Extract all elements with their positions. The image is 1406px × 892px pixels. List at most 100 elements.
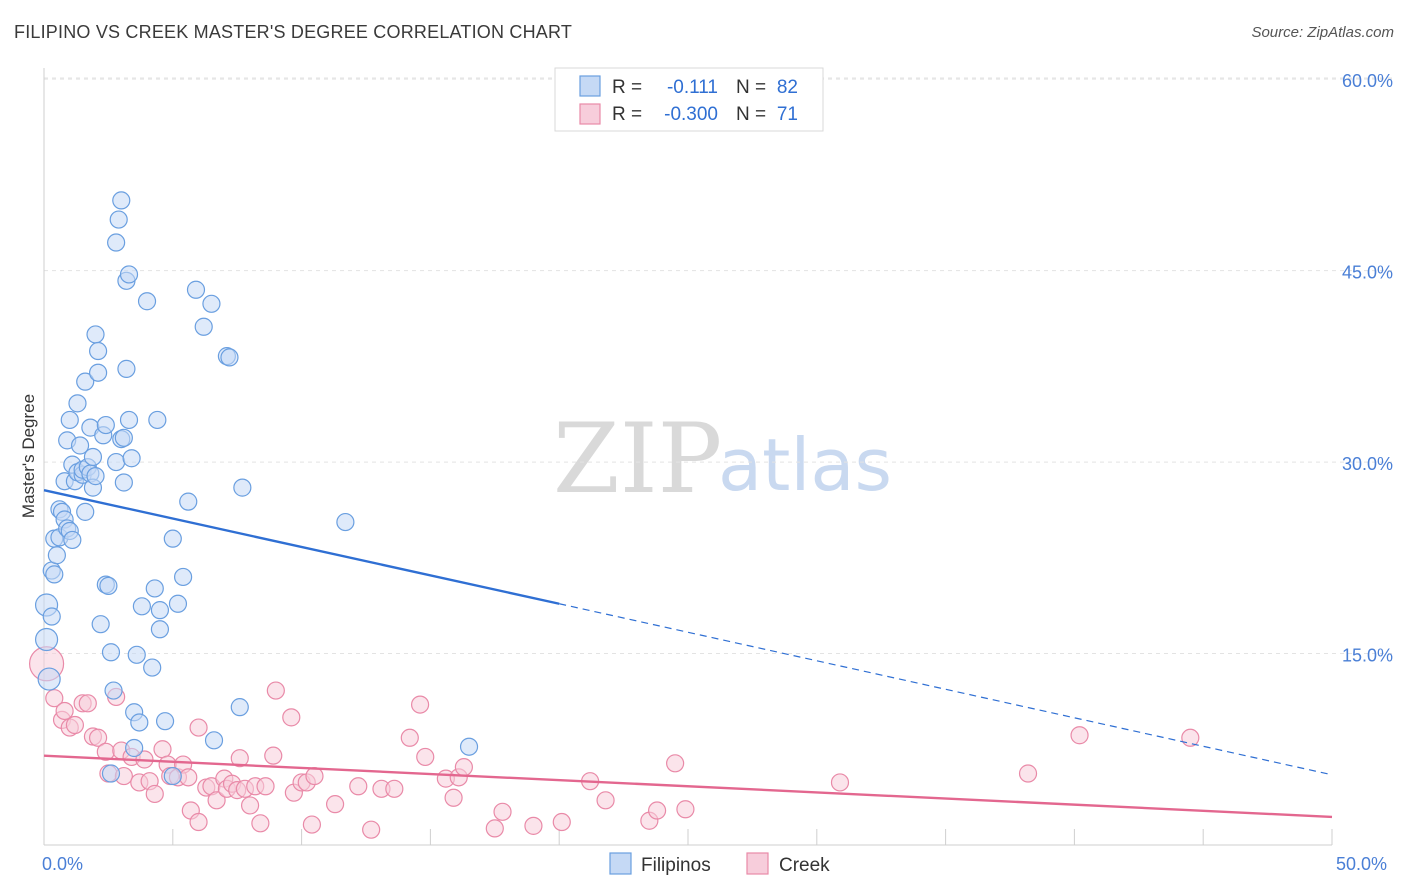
filipinos-point <box>63 530 82 550</box>
filipinos-point <box>155 712 175 731</box>
filipinos-point <box>114 428 133 447</box>
creek-point <box>153 740 172 759</box>
watermark-atlas: atlas <box>718 423 892 507</box>
creek-point <box>189 812 208 832</box>
filipinos-point <box>150 620 170 639</box>
legend-swatch-creek <box>579 103 601 125</box>
filipinos-point <box>37 667 61 691</box>
series-legend-label-creek: Creek <box>779 855 830 876</box>
creek-point <box>282 708 301 727</box>
y-tick-label-60: 60.0% <box>1342 71 1393 91</box>
creek-point <box>410 695 430 714</box>
creek-point <box>596 791 615 810</box>
watermark-zip: ZIP <box>553 403 722 515</box>
creek-point <box>362 820 381 839</box>
creek-point <box>264 746 283 765</box>
chart-source: Source: ZipAtlas.com <box>1251 24 1394 41</box>
creek-points <box>28 646 1200 839</box>
legend-r-value-filipinos: -0.111 <box>667 77 718 98</box>
filipinos-point <box>459 737 479 756</box>
filipinos-point <box>125 738 144 758</box>
creek-point <box>65 715 85 735</box>
filipinos-trend-extension <box>559 603 1333 776</box>
y-tick-label-30: 30.0% <box>1342 454 1393 474</box>
filipinos-point <box>107 452 126 472</box>
filipinos-point <box>163 766 182 786</box>
creek-point <box>385 779 404 798</box>
gridlines <box>44 77 1392 655</box>
filipinos-point <box>112 191 131 210</box>
filipinos-point <box>150 601 170 620</box>
creek-point <box>207 791 226 810</box>
creek-point <box>230 749 249 768</box>
filipinos-point <box>127 645 146 664</box>
filipinos-point <box>114 473 133 492</box>
filipinos-point <box>101 643 121 662</box>
series-legend-swatch-filipinos <box>609 852 632 875</box>
creek-point <box>444 788 463 807</box>
series-legend-label-filipinos: Filipinos <box>641 855 711 876</box>
chart-title: FILIPINO VS CREEK MASTER'S DEGREE CORREL… <box>14 22 573 42</box>
creek-point <box>45 689 64 708</box>
filipinos-point <box>88 341 108 361</box>
filipinos-point <box>86 467 105 486</box>
filipinos-point <box>168 594 188 613</box>
creek-point <box>305 766 324 786</box>
filipinos-trend-line <box>43 488 560 605</box>
filipinos-point <box>148 410 167 430</box>
filipinos-points <box>34 191 479 786</box>
filipinos-point <box>119 410 139 430</box>
filipinos-point <box>137 292 157 311</box>
creek-point <box>256 777 275 796</box>
filipinos-point <box>91 615 110 634</box>
filipinos-point <box>145 579 164 598</box>
filipinos-point <box>122 449 141 468</box>
creek-point <box>1070 726 1089 745</box>
filipinos-point <box>109 210 128 229</box>
legend-n-value-filipinos: 82 <box>777 77 798 98</box>
creek-point <box>524 816 543 835</box>
x-tick-label-max: 50.0% <box>1336 854 1387 874</box>
legend-r-label-filipinos: R = <box>612 77 642 98</box>
filipinos-point <box>220 348 239 367</box>
filipinos-point <box>96 415 115 435</box>
filipinos-point <box>132 597 151 616</box>
filipinos-point <box>86 325 105 344</box>
creek-point <box>78 694 97 713</box>
filipinos-point <box>179 492 198 511</box>
creek-point <box>145 784 164 804</box>
y-axis-label: Master's Degree <box>19 394 38 518</box>
creek-point <box>88 728 108 747</box>
filipinos-point <box>42 607 61 626</box>
filipinos-point <box>130 713 149 732</box>
creek-point <box>830 773 850 792</box>
creek-point <box>240 796 260 815</box>
filipinos-point <box>68 394 87 413</box>
legend-r-value-creek: -0.300 <box>664 104 718 125</box>
filipinos-point <box>163 529 182 548</box>
filipinos-point <box>204 731 224 750</box>
correlation-legend: R = -0.111 N = 82 R = -0.300 N = 71 <box>554 67 824 132</box>
filipinos-point <box>117 359 136 378</box>
legend-n-value-creek: 71 <box>777 104 798 125</box>
creek-point <box>416 747 435 767</box>
legend-n-label-filipinos: N = <box>736 77 766 98</box>
filipinos-point <box>76 372 95 391</box>
creek-point <box>676 800 695 819</box>
creek-point <box>266 681 285 700</box>
creek-trend-line <box>43 754 1333 819</box>
creek-point <box>400 728 419 747</box>
filipinos-point <box>76 502 95 521</box>
series-legend: Filipinos Creek <box>609 852 830 876</box>
creek-point <box>251 814 270 833</box>
filipinos-point <box>233 478 252 497</box>
creek-point <box>325 795 345 814</box>
filipinos-point <box>230 698 249 717</box>
filipinos-point <box>336 512 355 532</box>
filipinos-point <box>70 436 90 455</box>
series-legend-swatch-creek <box>746 852 769 875</box>
creek-point <box>349 777 368 796</box>
creek-point <box>179 768 198 787</box>
creek-point <box>552 812 571 832</box>
